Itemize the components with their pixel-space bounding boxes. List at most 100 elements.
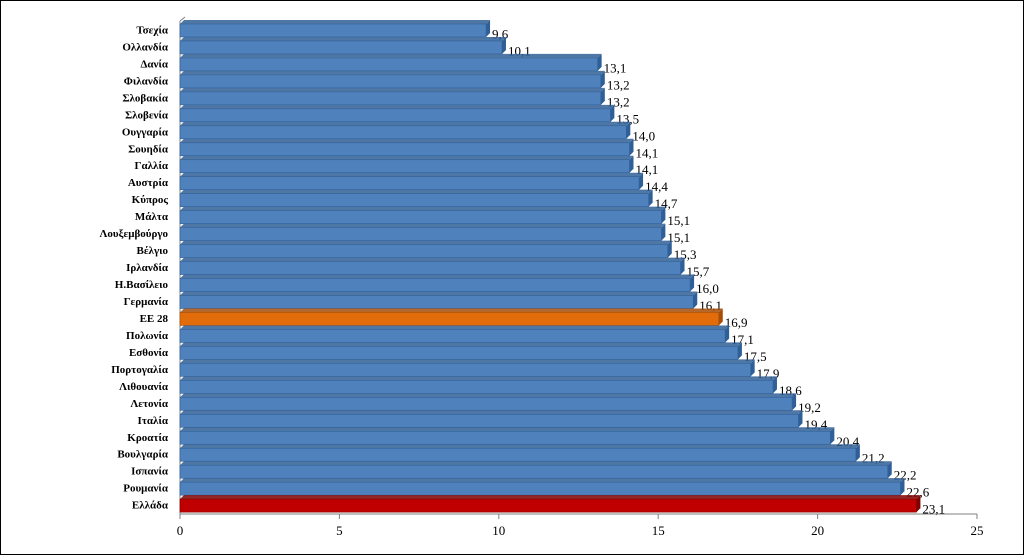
bar-side-face <box>680 257 685 275</box>
category-label: Εσθονία <box>129 347 169 359</box>
category-label: Σλοβακία <box>122 92 169 104</box>
bar-side-face <box>772 376 777 394</box>
bar-2 <box>179 40 503 55</box>
bar-side-face <box>792 393 797 411</box>
bar-11 <box>179 193 649 207</box>
bar-4 <box>179 74 602 89</box>
value-label: 15,1 <box>667 230 690 245</box>
value-label: 19,2 <box>798 400 821 415</box>
x-tick-label: 10 <box>492 523 505 538</box>
bar-19 <box>179 329 726 343</box>
bar-top-face <box>180 359 755 364</box>
bar-14 <box>179 244 669 258</box>
bar-top-face <box>180 444 860 449</box>
bar-13 <box>179 227 662 241</box>
bar-top-face <box>180 376 777 381</box>
bar-3 <box>179 57 598 72</box>
value-label: 13,1 <box>604 60 627 75</box>
bar-6 <box>179 108 611 123</box>
category-label: Ιρλανδία <box>126 262 169 274</box>
value-label: 15,1 <box>667 213 690 228</box>
category-label: Γερμανία <box>124 296 169 308</box>
bar-26 <box>179 447 857 462</box>
bar-side-face <box>855 444 860 462</box>
bar-side-face <box>737 342 742 360</box>
bar-27 <box>179 464 889 479</box>
bar-top-face <box>180 342 742 347</box>
bar-top-face <box>180 206 666 211</box>
bar-side-face <box>639 172 644 190</box>
category-label: Λετονία <box>130 398 168 410</box>
x-tick-label: 0 <box>177 523 184 538</box>
bar-top-face <box>180 70 605 75</box>
bar-7 <box>179 125 627 140</box>
bar-side-face <box>690 274 695 292</box>
bar-21 <box>179 363 751 377</box>
value-label: 14,0 <box>632 128 655 143</box>
bar-15 <box>179 261 681 275</box>
bar-25 <box>179 430 831 445</box>
bar-side-face <box>661 223 666 241</box>
bar-side-face <box>887 461 892 479</box>
bar-side-face <box>900 478 905 496</box>
bar-side-face <box>629 155 634 173</box>
bar-side-face <box>610 104 615 122</box>
bar-top-face <box>180 223 666 228</box>
bar-16 <box>179 278 691 292</box>
bar-17 <box>179 295 694 309</box>
bar-top-face <box>180 427 835 432</box>
bar-5 <box>179 91 602 106</box>
value-label: 14,1 <box>636 145 659 160</box>
bar-side-face <box>501 36 506 54</box>
category-label: Γαλλία <box>135 160 169 172</box>
bar-side-face <box>626 121 631 139</box>
bar-top-face <box>180 410 803 415</box>
category-label: Βουλγαρία <box>117 449 169 461</box>
category-label: Φιλανδία <box>124 75 169 87</box>
bar-top-face <box>180 461 892 466</box>
category-label: Λιθουανία <box>119 381 169 393</box>
value-label: 13,2 <box>607 77 630 92</box>
category-label: Ιταλία <box>138 415 169 427</box>
bar-20 <box>179 346 739 360</box>
value-label: 23,1 <box>922 502 945 517</box>
bar-side-face <box>916 495 921 513</box>
bar-side-face <box>600 87 605 105</box>
bar-9 <box>179 159 630 174</box>
bar-top-face <box>180 87 605 92</box>
x-tick-label: 15 <box>652 523 665 538</box>
bar-top-face <box>180 138 634 143</box>
bar-top-face <box>180 495 921 500</box>
bar-side-face <box>830 427 835 445</box>
bar-top-face <box>180 308 723 313</box>
bar-29 <box>179 498 917 513</box>
bar-side-face <box>597 53 602 71</box>
bar-top-face <box>180 104 615 109</box>
bar-side-face <box>629 138 634 156</box>
x-tick-label: 25 <box>971 523 984 538</box>
bar-top-face <box>180 121 631 126</box>
bar-side-face <box>600 70 605 88</box>
bar-side-face <box>661 206 666 224</box>
category-label: ΕΕ 28 <box>140 313 169 325</box>
x-tick-label: 5 <box>336 523 343 538</box>
bar-side-face <box>798 410 803 428</box>
bar-side-face <box>486 19 491 37</box>
category-label: Πολωνία <box>126 330 169 342</box>
category-label: Μάλτα <box>135 211 169 223</box>
bar-18 <box>179 312 720 326</box>
bar-side-face <box>750 359 755 377</box>
y-axis-depth-line <box>179 16 186 22</box>
category-label: Ελλάδα <box>132 500 169 512</box>
bar-28 <box>179 481 901 496</box>
bar-10 <box>179 176 640 191</box>
value-label: 16,0 <box>696 281 719 296</box>
x-tick-label: 20 <box>811 523 824 538</box>
category-label: Ισπανία <box>131 466 169 478</box>
bar-top-face <box>180 36 506 41</box>
bar-24 <box>179 413 799 428</box>
bar-12 <box>179 210 662 224</box>
bar-22 <box>179 380 774 394</box>
